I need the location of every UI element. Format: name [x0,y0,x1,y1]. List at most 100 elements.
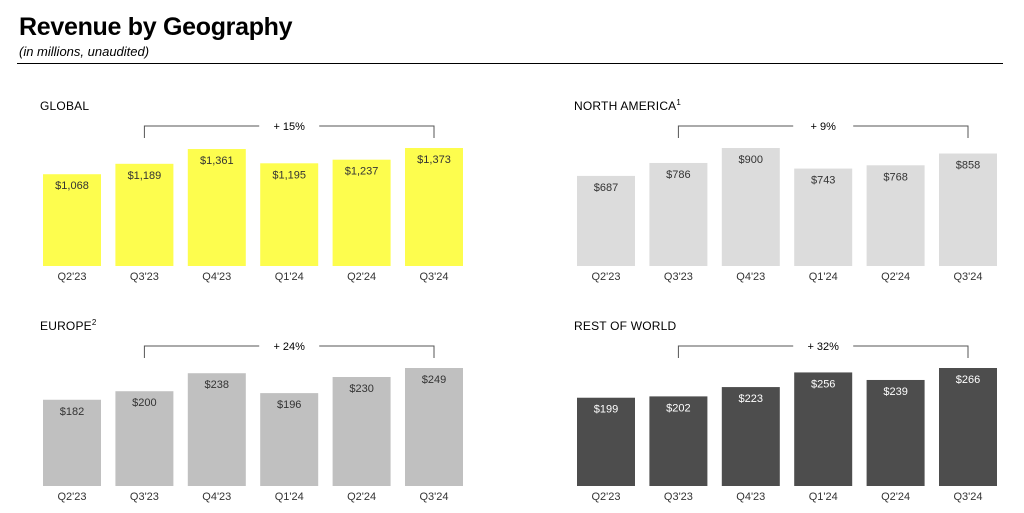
europe-chart-svg: $182 Q2'23 $200 Q3'23 $238 Q4'23 $196 Q1'24 $230… [43,341,463,503]
chart-title: NORTH AMERICA1 [574,98,682,113]
rest-of-world-chart: REST OF WORLD $199 Q2'23 $202 Q3'23 $223 Q4'2… [574,318,1014,508]
value-label: $1,237 [345,166,379,178]
bar-Q2'24 [332,377,391,486]
bar-Q2'24 [332,159,391,266]
bar-Q2'23 [577,175,635,266]
growth-bracket-left [143,345,260,358]
category-label: Q4'23 [736,271,765,283]
value-label: $202 [666,402,690,414]
category-label: Q3'23 [664,491,693,503]
value-label: $256 [811,378,835,390]
category-label: Q1'24 [809,271,838,283]
growth-bracket-right [853,345,969,358]
category-label: Q1'24 [809,491,838,503]
category-label: Q2'24 [347,491,376,503]
growth-bracket-left [677,345,794,358]
growth-label: + 24% [273,341,305,353]
bar-Q1'24 [260,163,319,266]
category-label: Q2'24 [881,491,910,503]
bar-Q1'24 [260,393,319,486]
category-label: Q2'23 [591,491,620,503]
category-label: Q3'23 [130,491,159,503]
value-label: $768 [883,171,907,183]
north-america-chart: NORTH AMERICA1 $687 Q2'23 $786 Q3'23 $900 Q4'… [574,98,1014,288]
category-label: Q3'24 [953,271,982,283]
value-label: $687 [594,182,618,194]
growth-bracket-left [143,125,260,138]
europe-chart: EUROPE2 $182 Q2'23 $200 Q3'23 $238 Q4'23 $196 Q… [40,318,480,508]
value-label: $786 [666,169,690,181]
bar-Q2'24 [866,165,925,266]
growth-label: + 9% [811,121,837,133]
north-america-chart-svg: $687 Q2'23 $786 Q3'23 $900 Q4'23 $743 Q1'24 $768… [577,121,997,283]
global-chart-svg: $1,068 Q2'23 $1,189 Q3'23 $1,361 Q4'23 $1,195 Q… [43,121,463,283]
category-label: Q2'23 [57,271,86,283]
footnote-marker: 1 [676,98,682,107]
bar-Q3'24 [939,153,997,266]
category-label: Q3'24 [419,271,448,283]
value-label: $1,189 [128,170,162,182]
bar-Q4'23 [187,373,246,486]
value-label: $239 [883,386,907,398]
bar-Q3'23 [649,396,708,486]
rest-of-world-chart-svg: $199 Q2'23 $202 Q3'23 $223 Q4'23 $256 Q1'24 $239… [577,341,997,503]
bar-Q2'23 [577,397,635,486]
value-label: $199 [594,404,618,416]
bar-Q3'24 [405,368,463,486]
bar-Q2'24 [866,379,925,486]
chart-title: REST OF WORLD [574,319,677,333]
value-label: $1,373 [417,154,451,166]
value-label: $1,361 [200,155,234,167]
bar-Q4'23 [187,149,246,266]
category-label: Q2'24 [881,271,910,283]
bar-Q4'23 [721,387,780,486]
category-label: Q3'23 [130,271,159,283]
bar-Q1'24 [794,372,853,486]
category-label: Q4'23 [202,271,231,283]
bar-Q3'23 [649,162,708,266]
bar-Q3'24 [405,148,463,266]
category-label: Q4'23 [202,491,231,503]
value-label: $743 [811,175,835,187]
bar-Q3'24 [939,368,997,486]
value-label: $230 [349,383,373,395]
value-label: $196 [277,399,301,411]
value-label: $223 [739,393,763,405]
title-divider [17,63,1003,64]
bar-Q2'23 [43,174,101,266]
bar-Q3'23 [115,391,174,486]
footnote-marker: 2 [91,318,97,327]
category-label: Q1'24 [275,271,304,283]
chart-title: EUROPE2 [40,318,97,333]
bar-Q3'23 [115,163,174,266]
value-label: $266 [956,374,980,386]
value-label: $249 [422,374,446,386]
growth-bracket-right [853,125,969,138]
bar-Q2'23 [43,399,101,486]
growth-bracket-right [319,345,435,358]
category-label: Q2'23 [57,491,86,503]
category-label: Q3'23 [664,271,693,283]
value-label: $1,068 [55,180,89,192]
bar-Q1'24 [794,168,853,266]
global-chart: GLOBAL $1,068 Q2'23 $1,189 Q3'23 $1,361 Q4'23… [40,98,480,288]
category-label: Q4'23 [736,491,765,503]
page-title: Revenue by Geography [19,13,293,41]
category-label: Q2'24 [347,271,376,283]
category-label: Q1'24 [275,491,304,503]
page-subtitle: (in millions, unaudited) [19,44,150,59]
chart-title: GLOBAL [40,99,90,113]
category-label: Q2'23 [591,271,620,283]
value-label: $900 [739,154,763,166]
growth-bracket-left [677,125,794,138]
growth-label: + 15% [273,121,305,133]
bar-Q4'23 [721,148,780,266]
value-label: $858 [956,160,980,172]
category-label: Q3'24 [419,491,448,503]
value-label: $238 [205,379,229,391]
value-label: $200 [132,397,156,409]
value-label: $1,195 [272,169,306,181]
value-label: $182 [60,406,84,418]
growth-bracket-right [319,125,435,138]
category-label: Q3'24 [953,491,982,503]
